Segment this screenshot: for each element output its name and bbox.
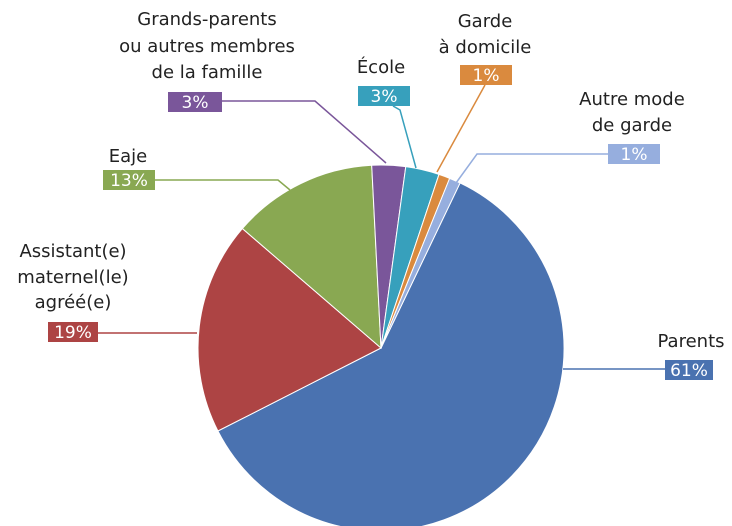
leader-line: [392, 105, 417, 169]
slice-label: de garde: [592, 115, 672, 136]
slice-label: Eaje: [109, 146, 147, 167]
slice-label: à domicile: [439, 37, 532, 58]
pie-slice: [241, 164, 382, 350]
pie-slice: [380, 177, 461, 349]
leader-line: [436, 84, 486, 173]
value-box: [48, 322, 98, 342]
value-label: 61%: [670, 361, 708, 381]
leader-line: [222, 100, 387, 164]
value-label: 13%: [110, 171, 148, 191]
value-label: 19%: [54, 323, 92, 343]
value-label: 1%: [473, 66, 500, 86]
slice-label: de la famille: [152, 62, 263, 83]
value-box: [665, 360, 713, 380]
slice-label: Assistant(e): [19, 241, 126, 262]
slice-label: Autre mode: [579, 89, 685, 110]
slice-label: Parents: [658, 331, 725, 352]
slice-label: Grands-parents: [137, 9, 276, 30]
value-label: 1%: [621, 145, 648, 165]
value-box: [103, 170, 155, 190]
value-box: [168, 92, 222, 112]
value-label: 3%: [182, 93, 209, 113]
slice-label: maternel(le): [17, 267, 128, 288]
slice-label: ou autres membres: [119, 36, 295, 57]
slice-label: agréé(e): [35, 292, 112, 313]
slice-label: Garde: [458, 11, 513, 32]
value-box: [608, 144, 660, 164]
leader-line: [155, 179, 291, 191]
value-box: [358, 86, 410, 106]
pie-slice: [197, 227, 382, 432]
value-box: [460, 65, 512, 85]
slice-label: École: [357, 56, 405, 78]
value-label: 3%: [371, 87, 398, 107]
pie-slice: [217, 182, 565, 526]
leader-line: [455, 153, 608, 184]
